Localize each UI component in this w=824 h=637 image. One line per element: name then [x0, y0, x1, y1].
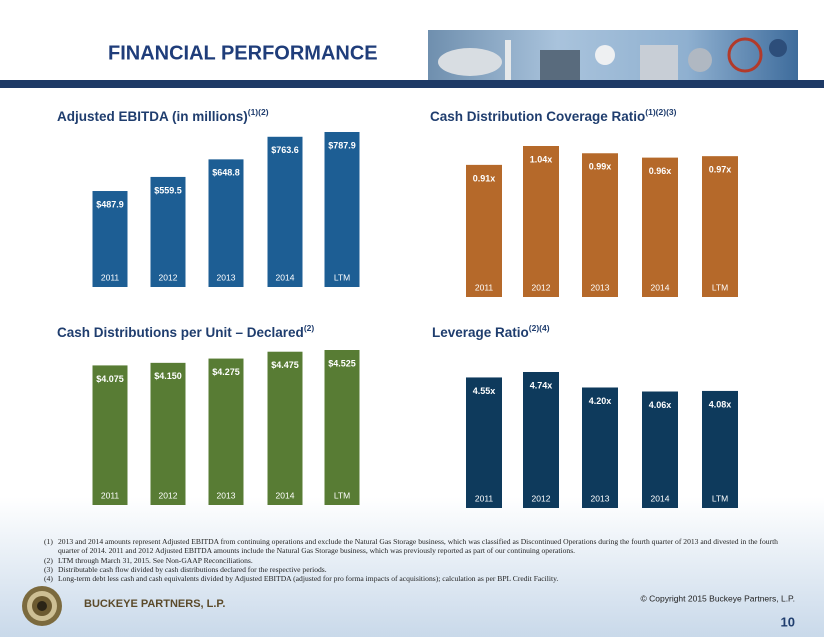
bar	[208, 159, 244, 287]
header-band	[0, 80, 824, 88]
chart-title-note: (1)(2)	[248, 107, 269, 117]
value-label: 0.97x	[709, 165, 732, 175]
bar	[642, 157, 678, 297]
bar	[150, 362, 186, 505]
footnote: (1) 2013 and 2014 amounts represent Adjus…	[44, 537, 784, 556]
value-label: 1.04x	[530, 154, 553, 164]
chart-title-note: (2)(4)	[529, 323, 550, 333]
value-label: $648.8	[212, 168, 240, 178]
logo	[22, 586, 62, 626]
bar	[324, 350, 360, 505]
chart-title-note: (1)(2)(3)	[645, 107, 676, 117]
category-label: 2013	[217, 272, 236, 282]
category-label: 2011	[101, 272, 120, 282]
bar	[466, 377, 502, 508]
bar	[267, 351, 303, 505]
chart-title-text: Cash Distributions per Unit – Declared	[57, 325, 304, 340]
category-label: LTM	[712, 493, 728, 503]
bar	[702, 390, 738, 508]
copyright: © Copyright 2015 Buckeye Partners, L.P.	[641, 593, 795, 603]
value-label: $763.6	[271, 145, 299, 155]
value-label: 4.74x	[530, 380, 553, 390]
category-label: 2014	[651, 282, 670, 292]
value-label: $787.9	[328, 140, 356, 150]
chart-title: Leverage Ratio(2)(4)	[432, 323, 550, 339]
footnote-text: LTM through March 31, 2015. See Non-GAAP…	[58, 555, 253, 565]
footnote-marker: (3)	[44, 564, 53, 574]
bar	[582, 387, 618, 508]
bar	[267, 136, 303, 287]
chart: Cash Distributions per Unit – Declared(2…	[57, 323, 360, 505]
chart-title: Adjusted EBITDA (in millions)(1)(2)	[57, 107, 269, 123]
footnote-text: Long-term debt less cash and cash equiva…	[58, 574, 559, 584]
bar	[466, 164, 502, 297]
chart-title-note: (2)	[304, 323, 315, 333]
page-title: FINANCIAL PERFORMANCE	[108, 42, 378, 64]
footnote-marker: (2)	[44, 555, 53, 565]
bar	[523, 372, 559, 508]
page-number: 10	[781, 614, 795, 629]
category-label: 2012	[532, 282, 551, 292]
category-label: 2011	[475, 282, 494, 292]
value-label: $487.9	[96, 199, 124, 209]
footnote-text: 2013 and 2014 amounts represent Adjusted…	[58, 537, 778, 556]
value-label: $559.5	[154, 185, 182, 195]
category-label: 2012	[159, 272, 178, 282]
value-label: 4.06x	[649, 400, 672, 410]
category-label: 2012	[159, 490, 178, 500]
category-label: 2014	[276, 490, 295, 500]
value-label: 0.91x	[473, 173, 496, 183]
charts: Adjusted EBITDA (in millions)(1)(2) $487.…	[57, 107, 738, 508]
value-label: $4.075	[96, 374, 124, 384]
chart: Adjusted EBITDA (in millions)(1)(2) $487.…	[57, 107, 360, 287]
value-label: $4.275	[212, 367, 240, 377]
value-label: $4.150	[154, 371, 182, 381]
footnote-text: Distributable cash flow divided by cash …	[58, 564, 327, 574]
bar	[523, 146, 559, 297]
value-label: 4.20x	[589, 396, 612, 406]
category-label: 2014	[276, 272, 295, 282]
photo-strip	[428, 30, 798, 80]
category-label: 2012	[532, 493, 551, 503]
chart-title-text: Leverage Ratio	[432, 325, 529, 340]
footnotes: (1) 2013 and 2014 amounts represent Adjus…	[44, 537, 784, 583]
chart-title-text: Cash Distribution Coverage Ratio	[430, 109, 645, 124]
category-label: 2013	[591, 493, 610, 503]
value-label: $4.525	[328, 358, 356, 368]
chart-title: Cash Distributions per Unit – Declared(2…	[57, 323, 314, 339]
category-label: LTM	[334, 272, 350, 282]
category-label: 2011	[475, 493, 494, 503]
value-label: 4.08x	[709, 399, 732, 409]
chart-title-text: Adjusted EBITDA (in millions)	[57, 109, 248, 124]
footnote-marker: (4)	[44, 574, 53, 584]
footnote: (4) Long-term debt less cash and cash equ…	[44, 574, 784, 583]
footnote-marker: (1)	[44, 537, 53, 546]
bar	[92, 365, 128, 505]
category-label: 2013	[217, 490, 236, 500]
chart: Leverage Ratio(2)(4) 4.55x 2011 4.74x 2012 4.…	[432, 323, 738, 508]
value-label: 0.99x	[589, 162, 612, 172]
value-label: 0.96x	[649, 166, 672, 176]
category-label: 2011	[101, 490, 120, 500]
category-label: LTM	[334, 490, 350, 500]
bar	[208, 358, 244, 505]
bar	[582, 153, 618, 297]
bar	[92, 191, 128, 287]
bar	[642, 391, 678, 508]
bar	[702, 156, 738, 297]
footnote: (2) LTM through March 31, 2015. See Non-G…	[44, 556, 784, 565]
bar	[324, 132, 360, 287]
bar	[150, 176, 186, 287]
chart-title: Cash Distribution Coverage Ratio(1)(2)(3…	[430, 107, 677, 123]
category-label: 2013	[591, 282, 610, 292]
company-name: BUCKEYE PARTNERS, L.P.	[84, 598, 225, 610]
footnote: (3) Distributable cash flow divided by ca…	[44, 565, 784, 574]
chart: Cash Distribution Coverage Ratio(1)(2)(3…	[430, 107, 738, 297]
category-label: LTM	[712, 282, 728, 292]
value-label: 4.55x	[473, 386, 496, 396]
value-label: $4.475	[271, 360, 299, 370]
category-label: 2014	[651, 493, 670, 503]
